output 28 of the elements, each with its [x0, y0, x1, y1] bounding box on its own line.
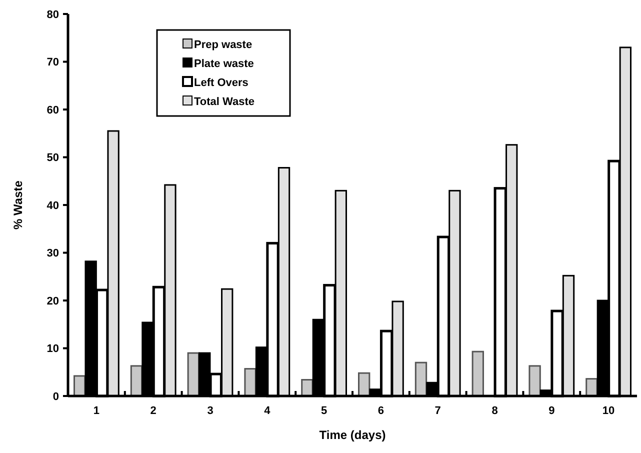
- y-tick-label: 30: [46, 248, 59, 260]
- y-tick-label: 10: [46, 343, 59, 356]
- x-tick-label: 4: [264, 405, 272, 417]
- legend-label: Prep waste: [194, 38, 252, 51]
- y-tick-label: 80: [46, 8, 59, 21]
- x-tick-label: 1: [93, 405, 100, 417]
- legend-label: Left Overs: [194, 76, 248, 89]
- x-tick-label: 8: [492, 405, 498, 417]
- x-tick-label: 10: [602, 405, 615, 417]
- bar: [472, 350, 484, 397]
- x-tick-label: 7: [434, 405, 441, 417]
- x-tick-label: 2: [150, 405, 156, 417]
- y-tick-label: 70: [46, 56, 59, 69]
- legend-label: Total Waste: [194, 96, 255, 108]
- x-tick-label: 5: [320, 405, 328, 417]
- bar: [414, 362, 428, 397]
- x-tick-label: 3: [207, 405, 214, 417]
- x-tick-label: 6: [378, 405, 384, 417]
- y-tick-label: 60: [46, 104, 59, 116]
- y-axis-title: % Waste: [11, 180, 25, 230]
- x-axis-title: Time (days): [319, 428, 386, 442]
- y-tick-label: 20: [46, 295, 59, 308]
- y-tick-label: 50: [46, 152, 59, 164]
- y-tick-label: 40: [46, 200, 59, 212]
- y-tick-label: 0: [52, 390, 59, 403]
- x-tick-label: 9: [548, 405, 555, 417]
- bar: [528, 365, 541, 397]
- legend-label: Plate waste: [194, 58, 254, 70]
